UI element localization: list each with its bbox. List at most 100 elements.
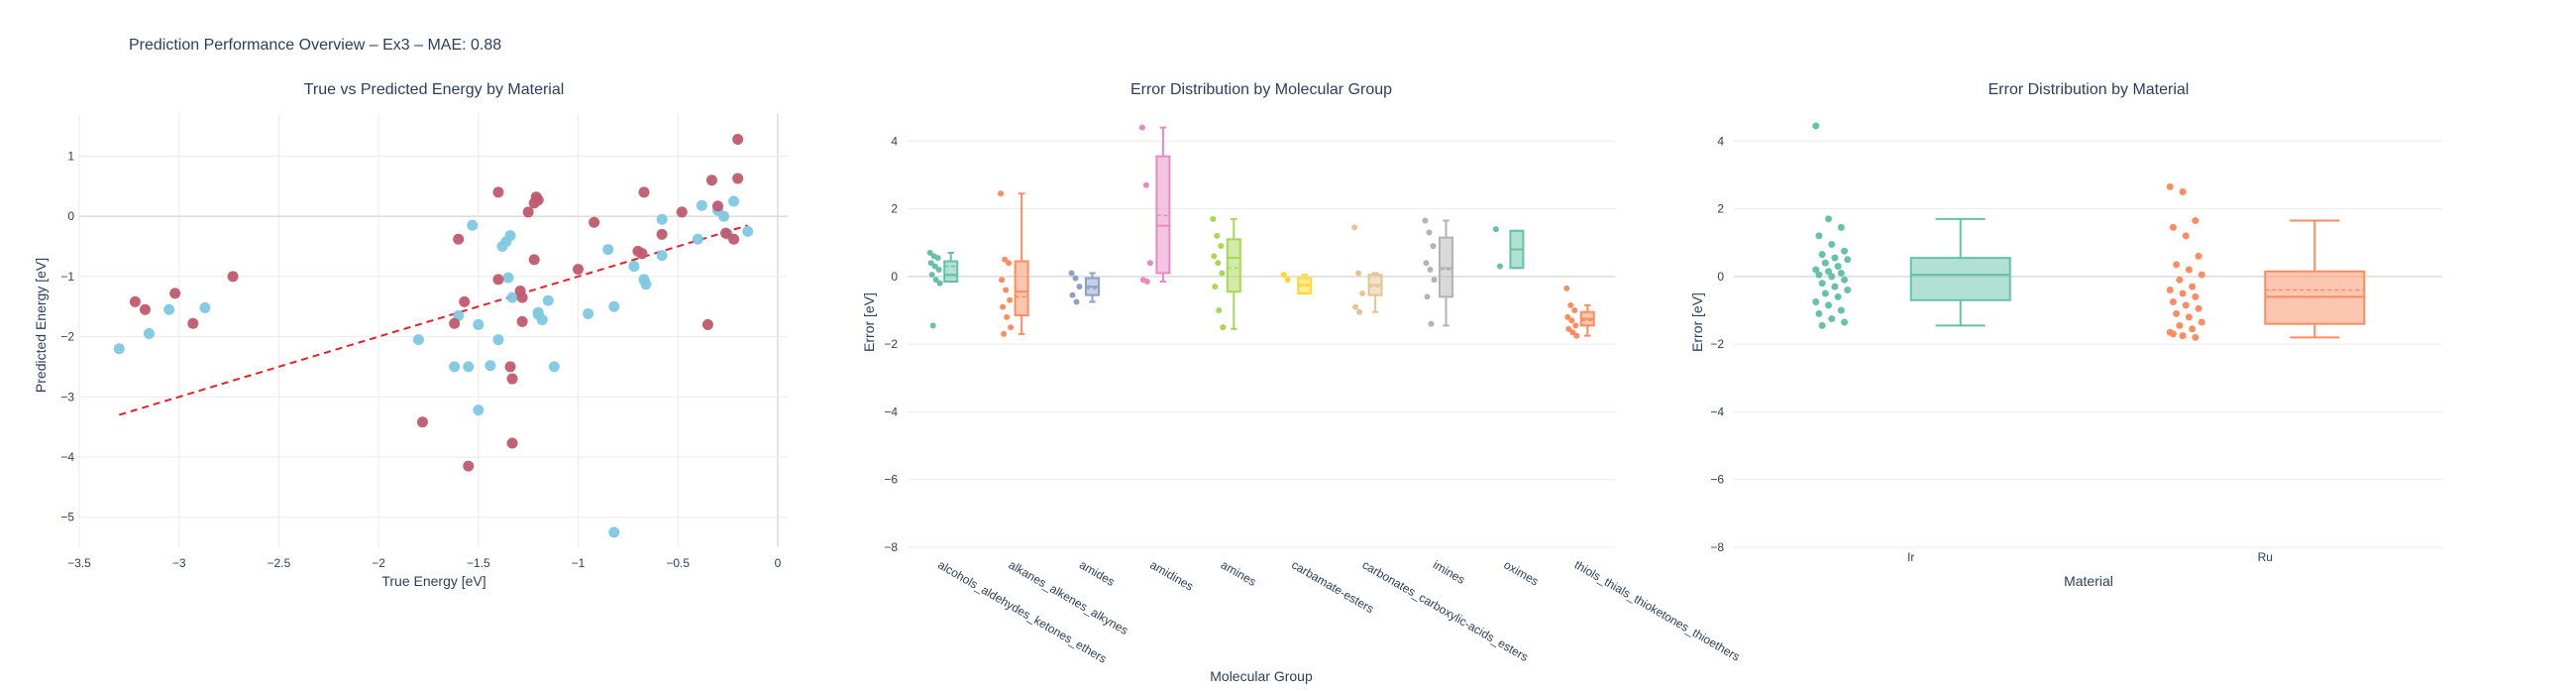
- scatter-point: [449, 361, 461, 373]
- y-tick-label: −6: [1710, 473, 1724, 487]
- category-label: oximes: [1501, 557, 1541, 588]
- scatter-point: [502, 272, 514, 284]
- box-point: [1431, 277, 1438, 284]
- category-label: Ru: [2258, 550, 2273, 564]
- box-point: [1825, 301, 1833, 309]
- scatter-point: [542, 294, 554, 306]
- box-point: [1831, 283, 1839, 290]
- box-point: [1812, 266, 1820, 274]
- box-body: [1014, 260, 1029, 317]
- scatter-point: [113, 343, 125, 355]
- box-point: [2192, 217, 2200, 225]
- box-point: [1072, 275, 1079, 282]
- x-tick-label: −0.5: [666, 556, 690, 570]
- y-tick-label: −8: [884, 540, 898, 554]
- box-point: [1812, 297, 1820, 305]
- scatter-point: [163, 303, 175, 315]
- group-box-y-label: Error [eV]: [861, 292, 877, 352]
- box-point: [2166, 287, 2174, 294]
- box-point: [1821, 289, 1829, 297]
- box-point: [1492, 226, 1499, 233]
- box-point: [999, 277, 1006, 284]
- scatter-point: [589, 216, 600, 228]
- box-point: [1815, 271, 1823, 279]
- box-point: [2179, 188, 2187, 196]
- y-tick-label: −8: [1710, 540, 1724, 554]
- box-body: [1226, 238, 1241, 293]
- scatter-points: [113, 133, 754, 538]
- y-tick-label: 4: [1717, 134, 1724, 148]
- scatter-point: [143, 328, 155, 340]
- scatter-point: [187, 317, 199, 329]
- box-point: [2169, 297, 2177, 305]
- scatter-point: [548, 361, 560, 373]
- scatter-point: [573, 264, 585, 276]
- box-point: [2169, 330, 2177, 338]
- group-box-x-ticks: alcohols_aldehydes_ketones_ethersalkanes…: [935, 557, 1742, 665]
- box-point: [1844, 256, 1852, 264]
- scatter-point: [199, 301, 211, 313]
- box-point: [928, 272, 935, 279]
- box-point: [2198, 271, 2205, 279]
- box-point: [1424, 293, 1431, 300]
- box-point: [1216, 307, 1223, 314]
- y-tick-label: 0: [891, 270, 898, 284]
- box-point: [1571, 307, 1578, 314]
- box-point: [1068, 270, 1075, 277]
- scatter-point: [516, 315, 528, 327]
- box-point: [1422, 217, 1429, 224]
- box-point: [1815, 309, 1823, 317]
- scatter-point: [139, 303, 151, 315]
- scatter-gridlines: [78, 114, 788, 547]
- scatter-point: [656, 213, 668, 225]
- group-box-gridlines: [908, 140, 1615, 548]
- x-tick-label: −2.5: [268, 556, 291, 570]
- box-point: [1834, 292, 1842, 300]
- y-tick-label: −4: [60, 450, 74, 464]
- category-label: alkanes_alkenes_alkynes: [1007, 557, 1130, 637]
- box-point: [2195, 304, 2202, 312]
- category-label: amides: [1077, 557, 1118, 588]
- box-point: [1352, 303, 1359, 310]
- group-boxes: [926, 124, 1595, 339]
- scatter-point: [412, 334, 424, 346]
- fit-line-layer: [118, 224, 749, 416]
- box-point: [1844, 287, 1852, 294]
- scatter-point: [636, 248, 648, 260]
- scatter-point: [728, 233, 740, 245]
- box-body: [1155, 155, 1171, 275]
- y-tick-label: 0: [1717, 270, 1724, 284]
- box-point: [1834, 263, 1842, 271]
- y-tick-label: −2: [60, 330, 74, 344]
- scatter-point: [522, 206, 534, 218]
- material-box-panel: Error Distribution by Material −8 −6 −4 −2 0…: [1689, 81, 2442, 589]
- scatter-point: [227, 271, 239, 283]
- box-point: [1567, 301, 1574, 308]
- box-point: [1565, 325, 1572, 332]
- box-point: [1351, 224, 1358, 231]
- box-point: [1828, 315, 1836, 323]
- scatter-point: [701, 318, 713, 330]
- box-point: [2173, 261, 2181, 269]
- box-point: [1564, 313, 1571, 320]
- box-point: [1572, 322, 1579, 329]
- scatter-point: [453, 233, 465, 245]
- box-point: [1430, 243, 1437, 250]
- material-box-gridlines: [1734, 140, 2442, 548]
- scatter-point: [732, 133, 744, 145]
- box-point: [1215, 260, 1222, 267]
- scatter-point: [449, 317, 461, 329]
- fit-line: [118, 224, 749, 416]
- box-point: [1841, 318, 1849, 326]
- y-tick-label: −4: [1710, 405, 1724, 418]
- box-point: [1818, 321, 1826, 329]
- scatter-y-label: Predicted Energy [eV]: [33, 258, 49, 393]
- box-point: [2189, 283, 2197, 290]
- material-box-x-ticks: Ir Ru: [1907, 550, 2273, 564]
- box-point: [1069, 291, 1076, 298]
- box-point: [1569, 329, 1576, 336]
- scatter-point: [712, 200, 724, 212]
- box-point: [2192, 333, 2200, 341]
- y-tick-label: −6: [884, 473, 898, 487]
- y-tick-label: 1: [67, 149, 74, 163]
